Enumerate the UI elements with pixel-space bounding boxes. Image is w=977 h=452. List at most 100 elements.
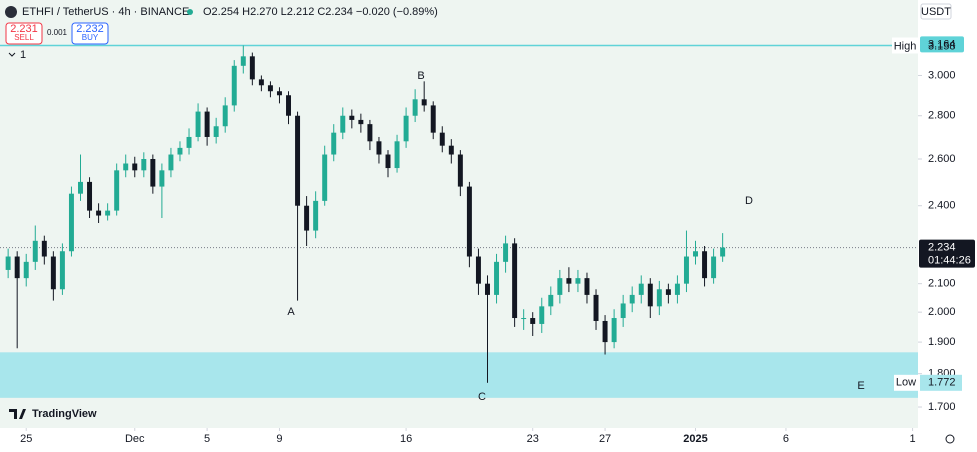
candle-body	[494, 261, 500, 295]
y-tick-label: 3.000	[928, 69, 956, 81]
x-tick-label: 27	[599, 433, 611, 445]
annotation: A	[287, 306, 295, 318]
candle-body	[403, 115, 409, 142]
candle-body	[204, 111, 210, 137]
y-tick-label: 2.100	[928, 278, 956, 290]
candle-body	[457, 154, 463, 187]
countdown: 01:44:26	[928, 254, 971, 266]
y-tick-label: 1.700	[928, 401, 956, 413]
candle-body	[530, 318, 536, 324]
low-label: Low	[896, 377, 916, 389]
candle-body	[14, 256, 20, 279]
candle-body	[331, 132, 337, 155]
candle-body	[385, 154, 391, 169]
plot	[0, 44, 918, 398]
last-price-box	[919, 239, 975, 268]
candle-body	[575, 278, 581, 284]
candle-body	[376, 141, 382, 155]
candle-body	[313, 200, 319, 231]
sell-button[interactable]	[5, 22, 43, 45]
candle-body	[177, 147, 183, 155]
candle-body	[702, 251, 708, 279]
currency-box[interactable]	[920, 3, 952, 20]
candle-body	[41, 240, 47, 257]
top-price-box	[920, 36, 964, 53]
collapse-icon[interactable]	[8, 52, 16, 57]
candle-body	[195, 111, 201, 137]
time-axis	[0, 428, 977, 452]
indicator-count: 1	[20, 49, 26, 61]
x-tick-label: 2025	[683, 433, 707, 445]
candle-body	[539, 306, 545, 324]
candle-body	[168, 154, 174, 171]
candle-body	[557, 278, 563, 295]
candle-body	[711, 256, 717, 279]
candle-body	[448, 145, 454, 155]
candle-body	[141, 158, 147, 171]
candle-body	[59, 251, 65, 290]
annotation: B	[417, 70, 424, 82]
high-price-label: 3.158	[928, 40, 956, 52]
top-price-label: 3.164	[928, 38, 956, 50]
brand-logo	[9, 409, 26, 419]
candle-body	[602, 320, 608, 343]
candle-body	[593, 294, 599, 321]
x-tick-label: 9	[276, 433, 282, 445]
x-tick-label: 5	[204, 433, 210, 445]
y-tick-label: 2.600	[928, 153, 956, 165]
candle-body	[683, 256, 689, 284]
symbol-icon	[5, 6, 17, 18]
candle-body	[222, 105, 228, 127]
candle-body	[638, 283, 644, 295]
candle-body	[5, 256, 11, 270]
candle-body	[114, 170, 120, 211]
candle-body	[485, 283, 490, 295]
spread: 0.001	[47, 28, 68, 37]
candle-body	[267, 85, 273, 92]
low-zone	[0, 352, 918, 398]
candle-body	[150, 158, 156, 187]
sell-price: 2.231	[10, 23, 38, 35]
candle-body	[32, 240, 38, 262]
y-tick-label: 2.800	[928, 110, 956, 122]
candle-body	[358, 119, 364, 125]
x-tick-label: 1	[910, 433, 916, 445]
candle-body	[367, 124, 373, 142]
candle-body	[421, 99, 427, 106]
candle-body	[249, 56, 255, 80]
candle-body	[430, 105, 436, 133]
ohlc-text: O2.254 H2.270 L2.212 C2.234 −0.020 (−0.8…	[203, 6, 438, 18]
candle-body	[68, 193, 74, 252]
candle-body	[295, 115, 301, 206]
candle-body	[720, 247, 726, 257]
x-tick-label: 23	[527, 433, 539, 445]
low-price-box	[920, 374, 962, 391]
last-price-label: 2.234	[928, 241, 956, 253]
currency: USDT	[921, 6, 951, 18]
annotation: C	[478, 391, 486, 403]
candle-body	[258, 79, 264, 86]
x-tick-label: 25	[20, 433, 32, 445]
annotation: E	[857, 380, 864, 392]
axis-group: 1.7001.8001.9002.0002.1002.4002.6002.800…	[20, 36, 975, 445]
status-dot	[187, 9, 193, 15]
candle-body	[87, 181, 93, 211]
buy-label: BUY	[82, 33, 99, 42]
candle-body	[96, 210, 102, 216]
y-tick-label: 2.000	[928, 306, 956, 318]
candle-body	[656, 289, 662, 307]
candle-body	[439, 132, 445, 146]
buy-button[interactable]	[71, 22, 109, 45]
settings-icon[interactable]	[945, 434, 955, 444]
sell-label: SELL	[14, 33, 34, 42]
y-tick-label: 1.900	[928, 336, 956, 348]
candle-body	[693, 251, 698, 257]
symbol-title: ETHFI / TetherUS · 4h · BINANCE	[22, 6, 189, 18]
annotation: D	[745, 195, 753, 207]
candle-body	[611, 318, 617, 343]
candle-body	[105, 210, 111, 216]
candle-body	[584, 278, 590, 295]
x-tick-label: Dec	[125, 433, 145, 445]
y-tick-label: 2.400	[928, 200, 956, 212]
candle-body	[665, 289, 671, 295]
